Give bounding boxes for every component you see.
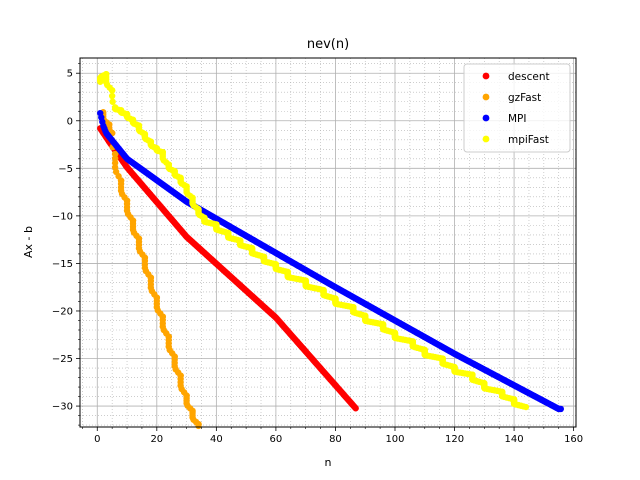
legend-label-mpi: MPI — [508, 113, 527, 125]
plot-frame — [79, 57, 577, 428]
point-mpifast — [522, 403, 530, 411]
point-gzfast — [195, 422, 202, 430]
point-mpifast — [109, 98, 116, 105]
y-tick-label: −10 — [52, 211, 73, 222]
y-tick-label: 5 — [67, 69, 73, 80]
point-mpi — [557, 405, 565, 413]
legend-marker-descent — [482, 72, 490, 80]
y-tick-label: −25 — [52, 354, 73, 365]
point-mpifast — [108, 87, 116, 94]
chart-title: nev(n) — [307, 37, 349, 52]
axis-ticks: 0 20 40 60 80 100 120 140 160 5 0 −5 −10 −15 −20 −25 −30 — [52, 63, 583, 445]
point-gzfast — [111, 159, 119, 167]
y-tick-label: −5 — [58, 164, 73, 175]
point-mpifast — [108, 92, 116, 100]
x-tick-label: 40 — [210, 434, 223, 445]
y-tick-label: −20 — [52, 306, 73, 317]
x-tick-label: 0 — [94, 434, 100, 445]
x-tick-label: 20 — [150, 434, 163, 445]
y-tick-label: 0 — [67, 116, 73, 127]
x-tick-label: 80 — [329, 434, 342, 445]
x-axis-label: n — [325, 456, 332, 469]
legend-label-mpifast: mpiFast — [508, 134, 549, 146]
x-tick-label: 120 — [445, 434, 464, 445]
point-gzfast — [111, 150, 119, 158]
y-axis-label: Ax - b — [22, 226, 35, 258]
legend-label-descent: descent — [508, 71, 550, 83]
y-tick-label: −30 — [52, 402, 73, 413]
legend-marker-mpi — [482, 114, 490, 122]
point-descent — [352, 405, 359, 412]
legend-marker-mpifast — [482, 135, 490, 143]
legend-marker-gzfast — [482, 93, 490, 101]
legend-box — [463, 63, 571, 153]
data-points — [97, 70, 565, 430]
legend-label-gzfast: gzFast — [508, 92, 541, 104]
x-tick-label: 60 — [270, 434, 283, 445]
point-gzfast — [111, 155, 119, 162]
legend: descent gzFast MPI mpiFast — [463, 63, 571, 153]
x-tick-label: 140 — [505, 434, 524, 445]
x-tick-label: 160 — [564, 434, 583, 445]
x-tick-label: 100 — [385, 434, 404, 445]
y-tick-label: −15 — [52, 259, 73, 270]
